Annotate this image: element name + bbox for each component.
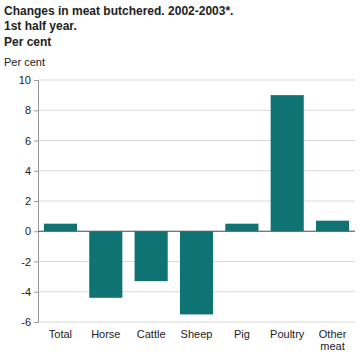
grid-line bbox=[38, 322, 355, 323]
grid-line bbox=[38, 231, 355, 232]
bars bbox=[44, 95, 349, 314]
grid-line bbox=[38, 80, 355, 81]
y-tick: 6 bbox=[25, 135, 38, 147]
y-tick-label: 2 bbox=[25, 195, 31, 207]
y-tick: 10 bbox=[19, 74, 38, 86]
y-tick: 4 bbox=[25, 165, 38, 177]
x-tick-label: Total bbox=[49, 328, 72, 340]
x-tick-label: Poultry bbox=[270, 328, 305, 340]
y-tick-label: -2 bbox=[21, 256, 31, 268]
grid-line bbox=[38, 201, 355, 202]
y-tick-label: 0 bbox=[25, 225, 31, 237]
y-tick-mark bbox=[34, 80, 38, 81]
grid-line bbox=[38, 110, 355, 111]
x-tick-label: Pig bbox=[234, 328, 250, 340]
y-tick-mark bbox=[34, 141, 38, 142]
y-tick-mark bbox=[34, 201, 38, 202]
y-tick-label: 6 bbox=[25, 135, 31, 147]
y-tick: 0 bbox=[25, 225, 38, 237]
x-tick-label: Sheep bbox=[181, 328, 213, 340]
plot: -6 -4 -2 0 2 4 6 8 10 Total Horse Cattle Sheep Pig Pou… bbox=[19, 74, 355, 352]
x-tick: Cattle bbox=[137, 322, 166, 340]
subtitle: Per cent bbox=[4, 35, 51, 49]
y-tick: -2 bbox=[21, 256, 38, 268]
grid-line bbox=[38, 170, 355, 171]
y-tick-label: -4 bbox=[21, 286, 31, 298]
x-tick: Horse bbox=[91, 322, 120, 340]
y-tick: 2 bbox=[25, 195, 38, 207]
y-tick-label: -6 bbox=[21, 316, 31, 328]
y-tick-mark bbox=[34, 171, 38, 172]
x-tick: Total bbox=[49, 322, 72, 340]
zero-line bbox=[38, 231, 355, 232]
x-tick-label: Cattle bbox=[137, 328, 166, 340]
x-tick-label: Horse bbox=[91, 328, 120, 340]
y-tick: 8 bbox=[25, 104, 38, 116]
x-tick: Poultry bbox=[270, 322, 305, 340]
bar bbox=[180, 231, 213, 314]
bar bbox=[316, 221, 349, 232]
y-tick-label: 10 bbox=[19, 74, 31, 86]
y-tick: -6 bbox=[21, 316, 38, 328]
x-tick: Sheep bbox=[181, 322, 213, 340]
y-tick-mark bbox=[34, 262, 38, 263]
bar bbox=[44, 224, 77, 232]
y-tick-mark bbox=[34, 292, 38, 293]
y-axis-line bbox=[34, 81, 39, 323]
x-tick: Pig bbox=[234, 322, 250, 340]
chart: Changes in meat butchered. 2002-2003*.1s… bbox=[0, 0, 361, 361]
bar bbox=[135, 231, 168, 281]
bar bbox=[271, 95, 304, 231]
y-tick-mark bbox=[34, 231, 38, 232]
x-axis: Total Horse Cattle Sheep Pig Poultry Othermeat bbox=[49, 322, 347, 352]
grid bbox=[38, 80, 355, 322]
y-tick-mark bbox=[34, 322, 38, 323]
grid-line bbox=[38, 140, 355, 141]
x-tick-label: Othermeat bbox=[319, 328, 347, 353]
y-tick: -4 bbox=[21, 286, 38, 298]
bar bbox=[89, 231, 122, 298]
y-tick-label: 8 bbox=[25, 104, 31, 116]
y-axis: -6 -4 -2 0 2 4 6 8 10 bbox=[19, 74, 39, 328]
y-tick-label: 4 bbox=[25, 165, 31, 177]
x-tick: Othermeat bbox=[319, 322, 347, 352]
y-axis-title: Per cent bbox=[4, 56, 45, 68]
bar bbox=[225, 224, 258, 232]
title: Changes in meat butchered. 2002-2003*.1s… bbox=[4, 4, 233, 33]
y-tick-mark bbox=[34, 110, 38, 111]
